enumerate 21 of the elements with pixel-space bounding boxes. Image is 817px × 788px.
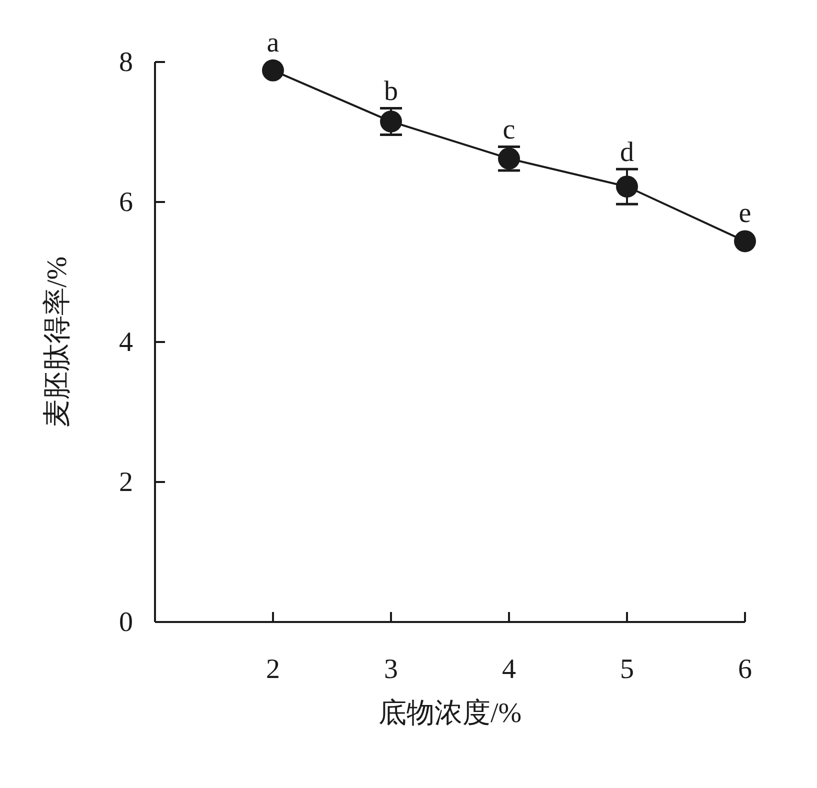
- point: [734, 230, 756, 252]
- y-tick-label: 2: [119, 467, 133, 498]
- point: [616, 176, 638, 198]
- annotation: c: [502, 114, 516, 146]
- annotation: d: [620, 137, 634, 168]
- x-tick-label: 5: [620, 654, 634, 685]
- x-tick-label: 2: [266, 654, 280, 685]
- x-tick-label: 3: [384, 654, 398, 685]
- annotation: e: [738, 198, 752, 230]
- annotation: b: [384, 76, 398, 108]
- annotation: a: [266, 27, 280, 58]
- y-tick-label: 6: [119, 187, 133, 218]
- point: [262, 59, 284, 82]
- point: [380, 110, 402, 132]
- x-axis-title: 底物浓度/%: [378, 698, 522, 729]
- y-tick-label: 8: [119, 47, 133, 78]
- y-axis-title: 麦胚肽得率/%: [42, 256, 73, 428]
- x-tick-label: 4: [502, 654, 516, 685]
- x-tick-label: 6: [738, 654, 752, 685]
- y-tick-label: 4: [119, 327, 133, 358]
- y-tick-label: 0: [119, 607, 133, 638]
